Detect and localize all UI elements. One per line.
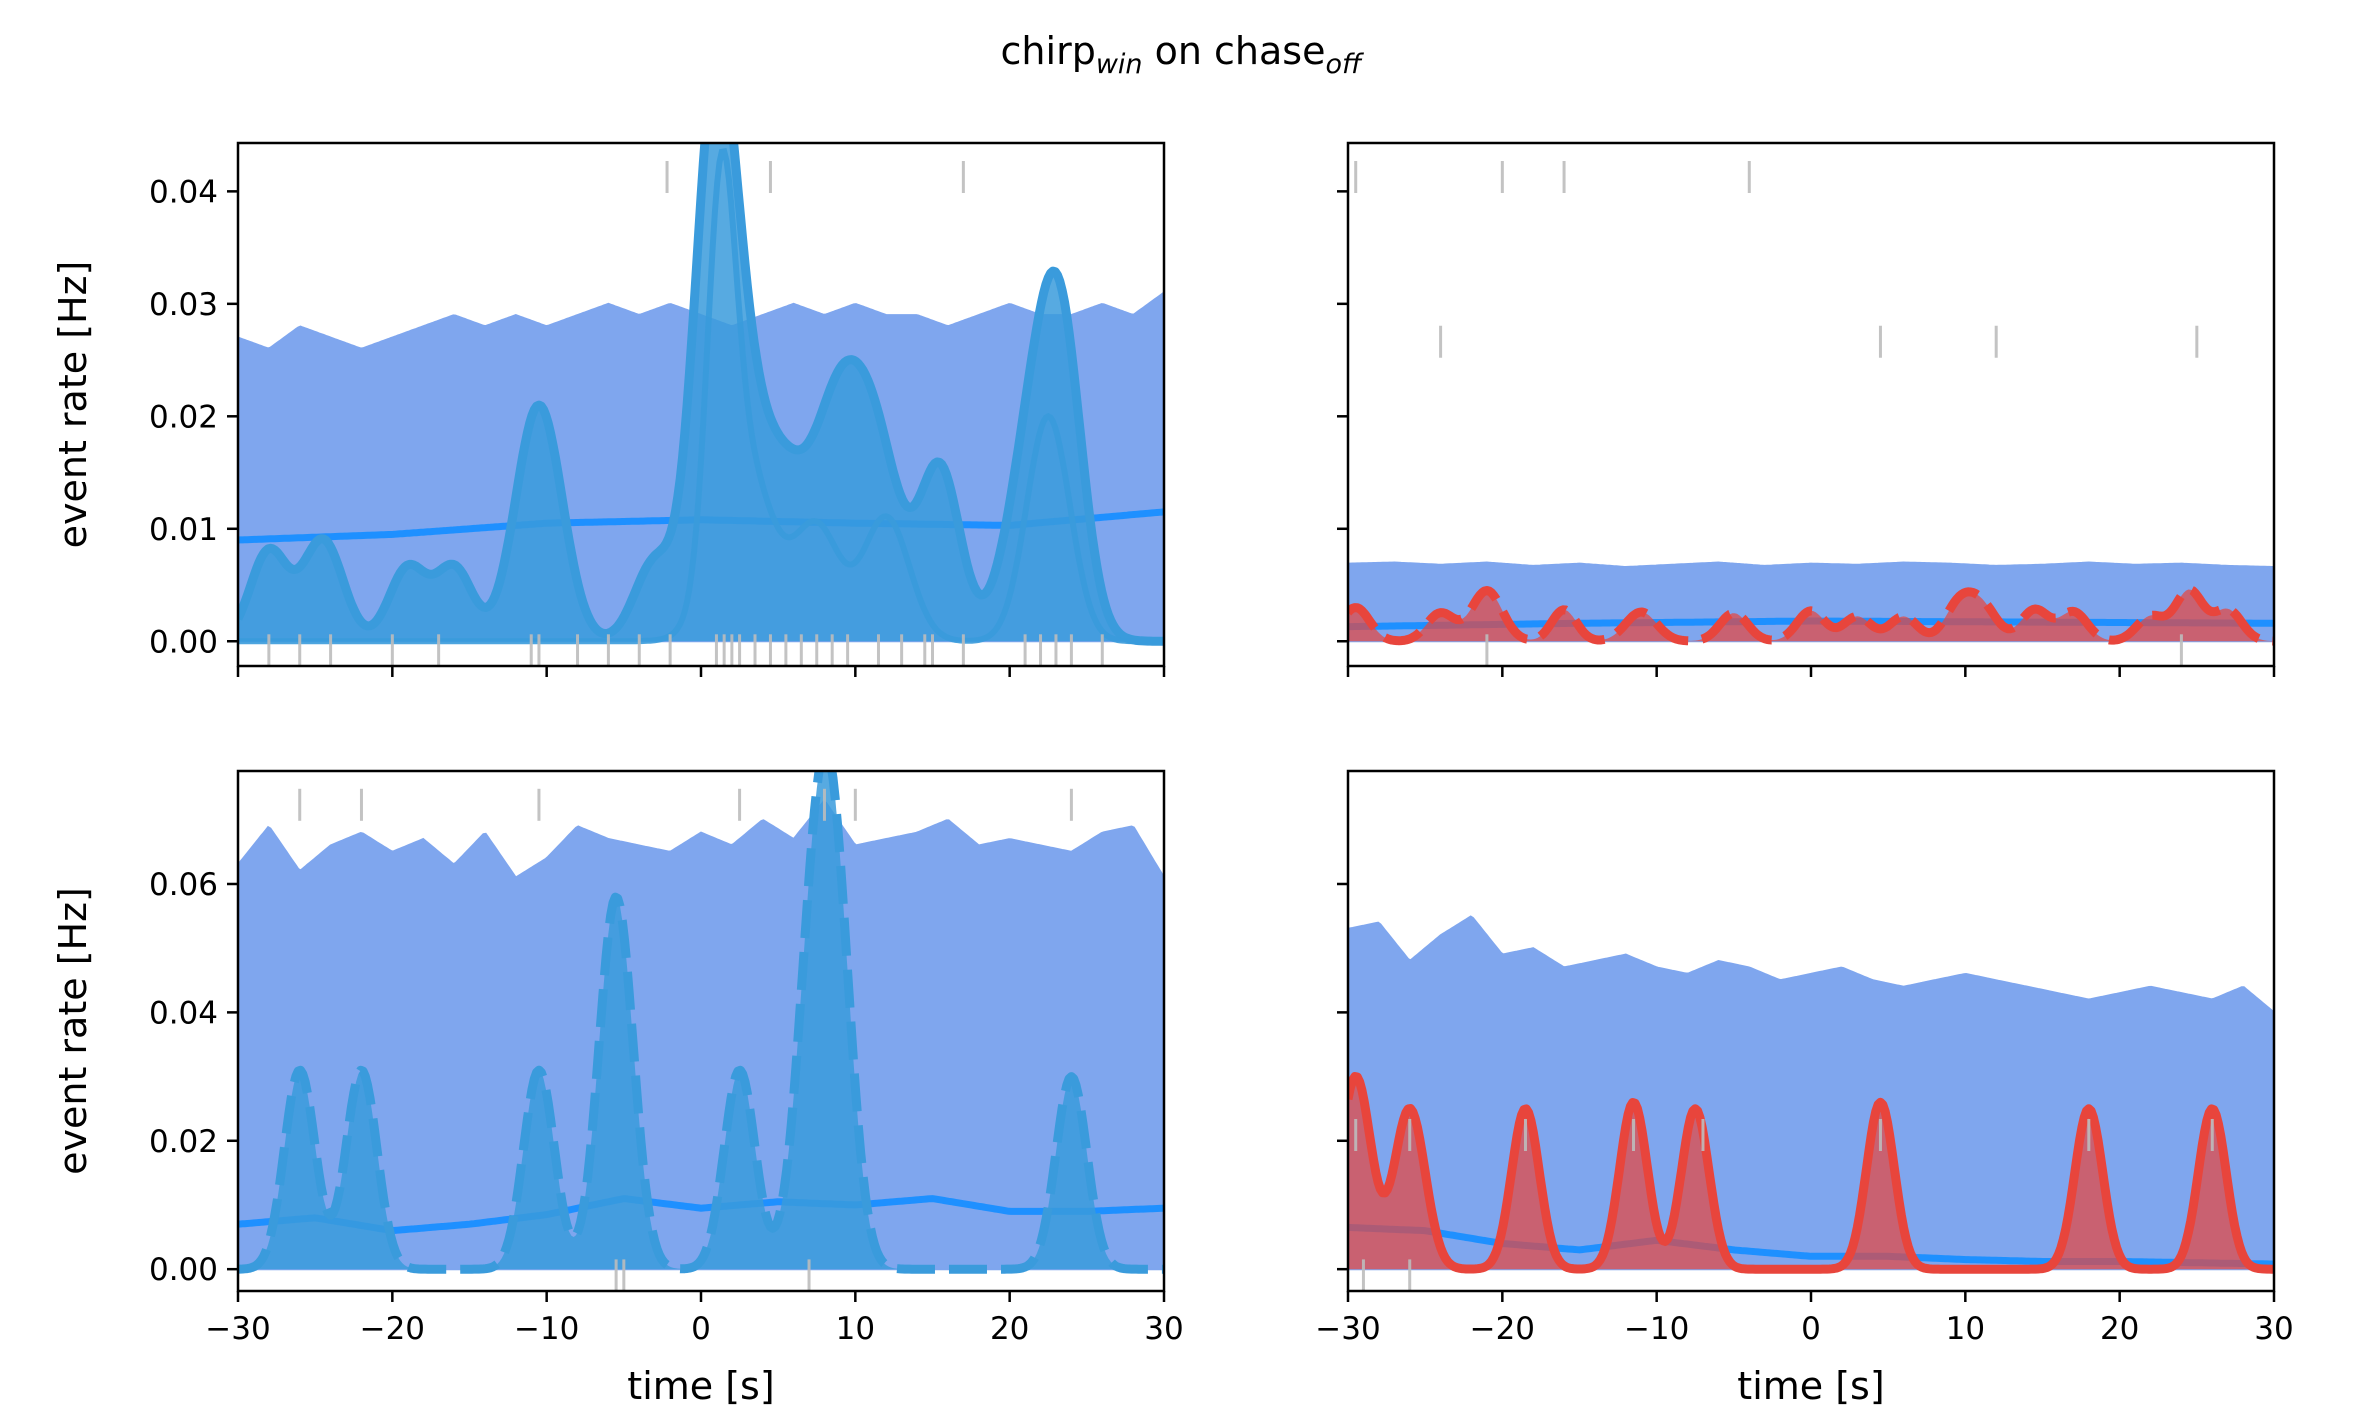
- x-tick-label: 0: [1801, 1311, 1821, 1347]
- rate-line: [1348, 1072, 2274, 1274]
- plot-area: [1348, 915, 2274, 1291]
- plot-area: [238, 143, 1164, 666]
- x-tick-label: 30: [2254, 1311, 2293, 1347]
- plot-area: [238, 771, 1164, 1291]
- x-tick-label: −10: [1624, 1311, 1689, 1347]
- x-tick-label: 10: [836, 1311, 875, 1347]
- subplot-2: [1337, 141, 2276, 677]
- rate-fill: [238, 143, 1164, 642]
- y-tick-label: 0.04: [149, 995, 218, 1031]
- x-tick-label: −30: [1315, 1311, 1380, 1347]
- title-sub-1: win: [1096, 49, 1143, 80]
- panels: 0.00 0.01 0.02 0.03 0.04 event rate [Hz] −30 −2…: [51, 141, 2294, 1408]
- rate-line: [238, 143, 1164, 646]
- y-tick-label: 0.06: [149, 867, 218, 903]
- y-tick-label: 0.03: [149, 287, 218, 323]
- subplot-4: −30 −20 −10 0 10 20 30 time [s]: [1315, 769, 2294, 1408]
- y-tick-label: 0.01: [149, 512, 218, 548]
- x-tick-label: 20: [2100, 1311, 2139, 1347]
- y-tick-label: 0.02: [149, 399, 218, 435]
- rate-line: [238, 771, 1164, 1274]
- x-tick-label: −20: [1470, 1311, 1535, 1347]
- x-tick-label: −30: [205, 1311, 270, 1347]
- subplot-3: −30 −20 −10 0 10 20 30 0.00 0.02 0.04 0.06 event ra…: [51, 769, 1184, 1408]
- y-tick-label: 0.02: [149, 1124, 218, 1160]
- x-tick-label: 20: [990, 1311, 1029, 1347]
- x-tick-label: 0: [691, 1311, 711, 1347]
- y-axis-label: event rate [Hz]: [51, 261, 95, 549]
- title-main-2: on chase: [1143, 29, 1326, 73]
- x-tick-label: 10: [1946, 1311, 1985, 1347]
- x-axis-label: time [s]: [1737, 1364, 1884, 1408]
- y-tick-label: 0.04: [149, 174, 218, 210]
- title-sub-2: off: [1325, 49, 1364, 80]
- title-main-1: chirp: [1001, 29, 1096, 73]
- subplot-1: 0.00 0.01 0.02 0.03 0.04 event rate [Hz]: [51, 141, 1166, 677]
- percentile-band: [1348, 915, 2274, 1271]
- y-tick-label: 0.00: [149, 1252, 218, 1288]
- x-tick-label: −20: [360, 1311, 425, 1347]
- x-axis-label: time [s]: [627, 1364, 774, 1408]
- figure-title: chirpwin on chaseoff: [1001, 29, 1364, 80]
- plot-area: [1348, 160, 2274, 666]
- x-tick-label: −10: [514, 1311, 579, 1347]
- rate-line: [1348, 585, 2274, 646]
- x-tick-label: 30: [1144, 1311, 1183, 1347]
- y-axis-label: event rate [Hz]: [51, 887, 95, 1175]
- y-tick-label: 0.00: [149, 624, 218, 660]
